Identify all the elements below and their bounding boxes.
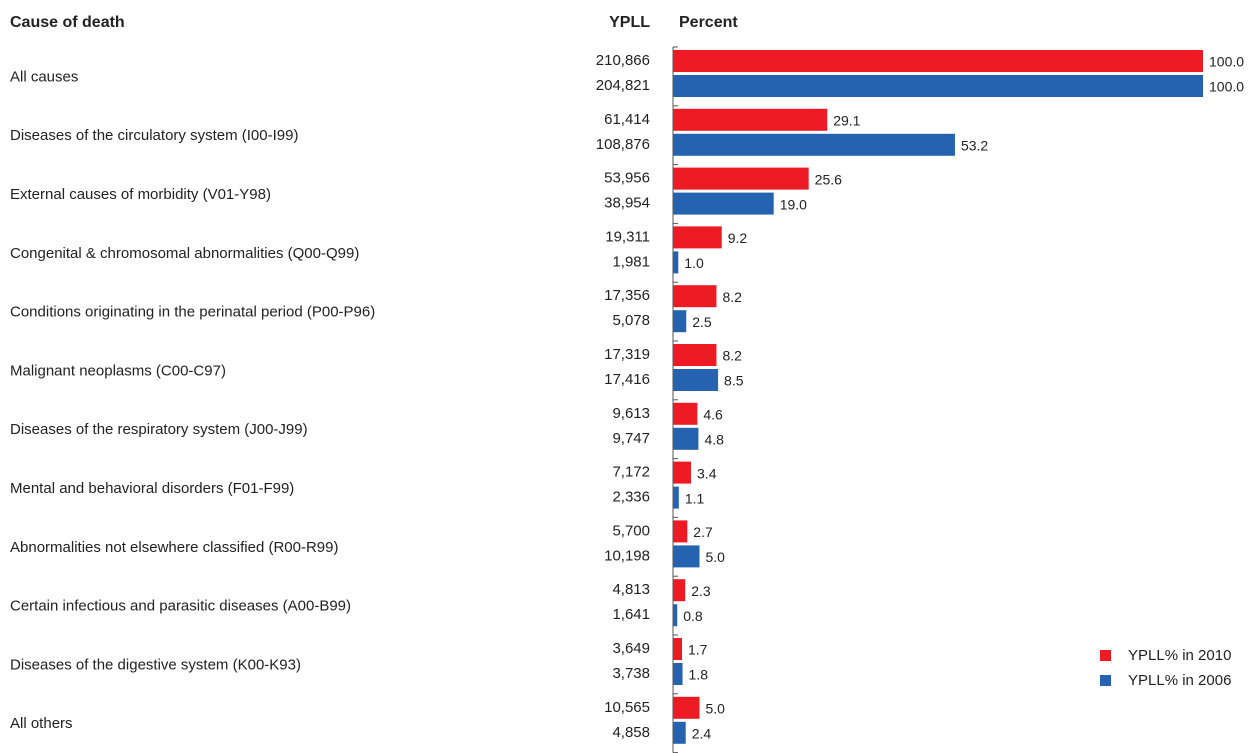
ypll-value: 4,813 (612, 581, 650, 598)
data-label: 9.2 (728, 230, 748, 246)
ypll-value: 38,954 (604, 195, 650, 212)
bar (673, 486, 679, 509)
ypll-value: 10,198 (604, 547, 650, 564)
category-label: Malignant neoplasms (C00-C97) (10, 362, 226, 379)
bar (673, 251, 679, 274)
data-label: 4.8 (704, 432, 724, 448)
bar (673, 461, 692, 484)
ypll-value: 17,356 (604, 287, 650, 304)
bar (673, 579, 686, 602)
data-label: 5.0 (706, 549, 726, 565)
data-label: 100.0 (1209, 54, 1244, 70)
ypll-value: 210,866 (596, 52, 650, 69)
bar (673, 285, 717, 308)
data-label: 0.8 (683, 608, 703, 624)
bar (673, 50, 1203, 72)
ypll-value: 19,311 (605, 228, 650, 245)
data-label: 8.2 (722, 289, 742, 305)
data-label: 2.4 (692, 726, 712, 742)
ypll-value: 2,336 (612, 489, 650, 506)
legend-swatch (1100, 650, 1111, 661)
bar (673, 696, 700, 719)
data-label: 1.1 (685, 490, 705, 506)
ypll-value: 1,981 (612, 253, 650, 270)
ypll-value: 7,172 (612, 464, 650, 481)
data-label: 53.2 (961, 138, 988, 154)
data-label: 1.7 (688, 642, 708, 658)
data-label: 8.2 (722, 348, 742, 364)
category-label: All others (10, 715, 73, 732)
data-label: 2.3 (691, 583, 711, 599)
data-label: 2.7 (693, 524, 713, 540)
ypll-value: 10,565 (604, 699, 650, 716)
bar (673, 604, 678, 627)
category-label: Diseases of the respiratory system (J00-… (10, 421, 308, 438)
category-label: Certain infectious and parasitic disease… (10, 598, 351, 615)
bar (673, 344, 717, 366)
bar (673, 402, 698, 425)
ypll-value: 3,738 (612, 665, 650, 682)
ypll-value: 53,956 (604, 170, 650, 187)
ypll-value: 17,416 (604, 371, 650, 388)
ypll-value: 4,858 (612, 724, 650, 741)
ypll-value: 3,649 (612, 640, 650, 657)
legend-label: YPLL% in 2010 (1128, 647, 1231, 664)
data-label: 8.5 (724, 373, 744, 389)
legend-swatch (1100, 675, 1111, 686)
data-label: 4.6 (703, 407, 723, 423)
data-label: 1.8 (689, 667, 709, 683)
bar (673, 192, 774, 215)
category-label: Abnormalities not elsewhere classified (… (10, 539, 338, 556)
data-label: 2.5 (692, 314, 712, 330)
ypll-value: 9,747 (612, 430, 650, 447)
bar (673, 310, 687, 333)
ypll-value: 17,319 (604, 346, 650, 363)
bar (673, 226, 722, 249)
bar (673, 545, 700, 568)
category-label: Mental and behavioral disorders (F01-F99… (10, 480, 294, 497)
bar (673, 663, 683, 685)
category-label: Diseases of the circulatory system (I00-… (10, 127, 298, 144)
data-label: 3.4 (697, 465, 717, 481)
bar (673, 638, 683, 660)
category-label: Conditions originating in the perinatal … (10, 304, 375, 321)
bar (673, 427, 699, 450)
header-percent: Percent (679, 14, 738, 31)
data-label: 29.1 (833, 113, 860, 129)
data-label: 1.0 (684, 255, 704, 271)
bar (673, 167, 809, 190)
category-label: All causes (10, 68, 78, 85)
bar (673, 133, 955, 156)
data-label: 19.0 (780, 196, 807, 212)
ypll-value: 204,821 (596, 77, 650, 94)
data-label: 100.0 (1209, 79, 1244, 95)
bar (673, 721, 686, 744)
bar (673, 369, 719, 391)
ypll-value: 1,641 (612, 606, 650, 623)
bar (673, 75, 1203, 97)
bar (673, 520, 688, 543)
ypll-value: 108,876 (596, 136, 650, 153)
header-cause: Cause of death (10, 14, 125, 31)
category-label: Diseases of the digestive system (K00-K9… (10, 656, 301, 673)
category-label: External causes of morbidity (V01-Y98) (10, 186, 271, 203)
legend-label: YPLL% in 2006 (1128, 672, 1231, 689)
ypll-value: 5,078 (612, 312, 650, 329)
data-label: 25.6 (815, 171, 842, 187)
ypll-value: 5,700 (612, 522, 650, 539)
ypll-value: 61,414 (604, 111, 650, 128)
header-ypll: YPLL (609, 14, 650, 31)
category-label: Congenital & chromosomal abnormalities (… (10, 245, 359, 262)
data-label: 5.0 (706, 701, 726, 717)
ypll-value: 9,613 (612, 405, 650, 422)
bar (673, 108, 828, 131)
